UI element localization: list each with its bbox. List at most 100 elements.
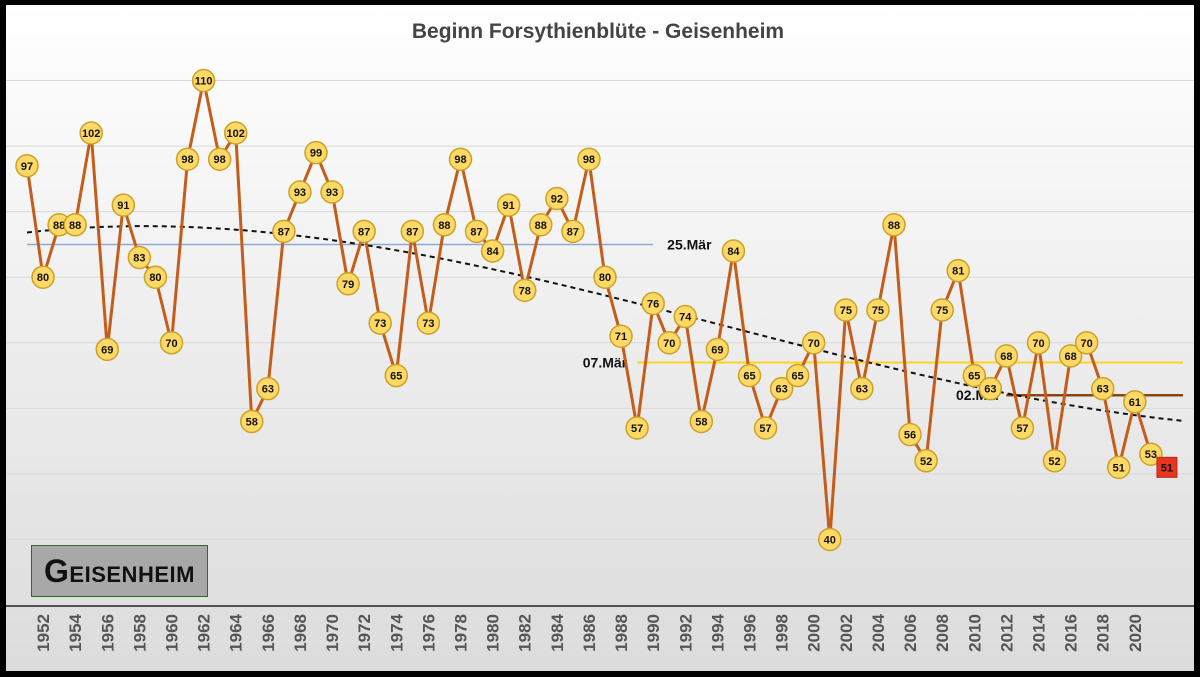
x-tick-label: 2018 bbox=[1094, 614, 1113, 652]
data-point bbox=[207, 147, 232, 171]
data-point bbox=[175, 147, 200, 171]
data-point bbox=[1042, 449, 1067, 473]
data-point bbox=[769, 376, 794, 401]
reference-line-label: 07.Mär bbox=[583, 354, 628, 370]
data-label: 65 bbox=[390, 371, 402, 383]
data-label: 68 bbox=[1000, 351, 1012, 363]
place-label: Geisenheim bbox=[44, 552, 195, 589]
data-label: 63 bbox=[262, 384, 274, 396]
data-point bbox=[1139, 442, 1163, 466]
data-label: 102 bbox=[82, 128, 100, 140]
x-tick-label: 1998 bbox=[773, 614, 792, 652]
data-point bbox=[753, 416, 778, 440]
data-label: 75 bbox=[840, 305, 852, 317]
data-point bbox=[512, 278, 537, 303]
data-point bbox=[400, 219, 425, 244]
data-point bbox=[1123, 390, 1147, 414]
data-label: 81 bbox=[952, 266, 964, 278]
data-label: 84 bbox=[486, 246, 499, 258]
data-point-latest bbox=[1156, 456, 1178, 478]
data-point bbox=[882, 213, 906, 237]
data-label: 88 bbox=[69, 220, 81, 232]
data-point bbox=[545, 186, 569, 211]
x-tick-label: 2012 bbox=[997, 614, 1016, 652]
data-label: 51 bbox=[1113, 462, 1125, 474]
x-tick-label: 1994 bbox=[708, 613, 727, 651]
data-label: 51 bbox=[1161, 462, 1173, 474]
x-tick-label: 1960 bbox=[163, 614, 182, 652]
data-point bbox=[304, 140, 328, 165]
data-label: 80 bbox=[37, 272, 49, 284]
data-label: 57 bbox=[1016, 423, 1028, 435]
data-label: 61 bbox=[1129, 397, 1141, 409]
data-label: 52 bbox=[920, 456, 932, 468]
data-point bbox=[946, 258, 970, 283]
data-point bbox=[448, 147, 473, 171]
data-label: 80 bbox=[149, 272, 161, 284]
data-point bbox=[496, 193, 521, 217]
data-label: 87 bbox=[567, 226, 579, 238]
data-label: 102 bbox=[227, 128, 245, 140]
x-tick-label: 2006 bbox=[901, 614, 920, 652]
x-tick-label: 1972 bbox=[355, 614, 374, 652]
data-point bbox=[15, 154, 39, 178]
reference-line-label: 25.Mär bbox=[667, 236, 712, 252]
data-label: 84 bbox=[727, 246, 740, 258]
data-label: 73 bbox=[422, 318, 434, 330]
x-tick-label: 2010 bbox=[965, 614, 984, 652]
data-label: 87 bbox=[406, 226, 418, 238]
data-point bbox=[577, 147, 601, 171]
data-point bbox=[95, 337, 120, 362]
data-point bbox=[1107, 455, 1131, 480]
data-point bbox=[978, 376, 1003, 401]
x-tick-label: 2002 bbox=[837, 614, 856, 652]
x-tick-label: 2014 bbox=[1030, 613, 1049, 651]
data-point bbox=[368, 311, 392, 335]
x-tick-label: 1966 bbox=[259, 614, 278, 652]
place-label-box: Geisenheim bbox=[31, 545, 208, 597]
data-label: 71 bbox=[615, 331, 627, 343]
data-point bbox=[561, 219, 585, 244]
data-label: 52 bbox=[1048, 456, 1060, 468]
data-point bbox=[240, 409, 264, 434]
data-label: 70 bbox=[663, 338, 675, 350]
data-label: 70 bbox=[165, 338, 177, 350]
x-tick-label: 2000 bbox=[805, 614, 824, 652]
x-tick-label: 1980 bbox=[484, 614, 503, 652]
data-label: 65 bbox=[968, 371, 980, 383]
data-label: 69 bbox=[101, 344, 113, 356]
data-point bbox=[625, 416, 649, 440]
data-label: 58 bbox=[695, 416, 707, 428]
data-label: 63 bbox=[856, 384, 868, 396]
data-label: 87 bbox=[358, 226, 370, 238]
x-tick-label: 1964 bbox=[227, 613, 246, 651]
data-point bbox=[1058, 344, 1083, 368]
data-label: 75 bbox=[936, 305, 948, 317]
data-point bbox=[801, 331, 826, 355]
data-point bbox=[480, 239, 505, 263]
data-point bbox=[272, 219, 296, 244]
data-point bbox=[930, 298, 954, 322]
data-label: 88 bbox=[888, 220, 900, 232]
data-point bbox=[785, 363, 810, 388]
x-tick-label: 1958 bbox=[130, 614, 149, 652]
data-label: 69 bbox=[711, 344, 723, 356]
data-point bbox=[143, 265, 168, 289]
data-point bbox=[159, 331, 184, 355]
data-point bbox=[1026, 331, 1051, 355]
data-label: 91 bbox=[117, 200, 129, 212]
data-label: 88 bbox=[438, 220, 450, 232]
data-label: 57 bbox=[631, 423, 643, 435]
x-tick-label: 1984 bbox=[548, 613, 567, 651]
x-tick-label: 1968 bbox=[291, 614, 310, 652]
data-label: 58 bbox=[246, 416, 258, 428]
data-label: 76 bbox=[647, 298, 659, 310]
data-point bbox=[127, 245, 152, 270]
x-tick-label: 1962 bbox=[195, 614, 214, 652]
data-point bbox=[673, 304, 698, 329]
data-point bbox=[818, 527, 842, 552]
data-markers: 97 80 88 88 102 69 91 83 80 70 98 110 98 102 58 63 87 93 9… bbox=[15, 68, 1178, 552]
data-point bbox=[223, 121, 248, 145]
data-point bbox=[31, 265, 55, 289]
data-point bbox=[898, 422, 922, 447]
